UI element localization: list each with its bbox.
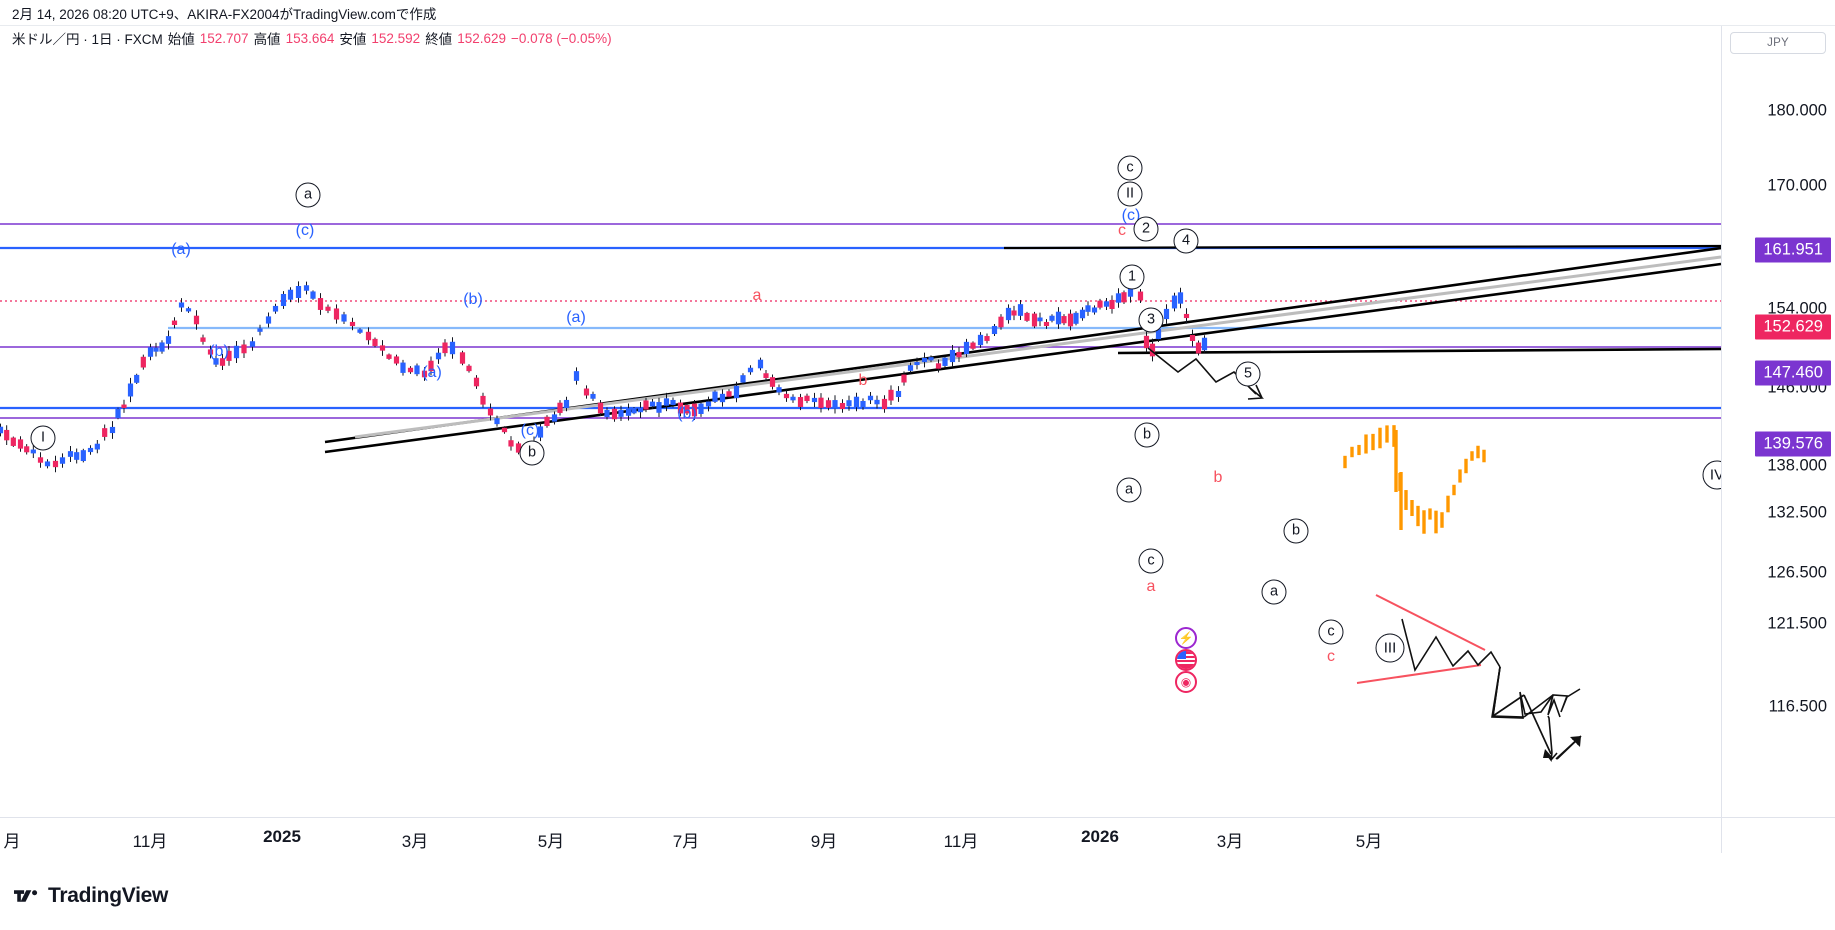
price-tag[interactable]: 147.460 — [1755, 360, 1831, 386]
axis-corner — [1721, 817, 1835, 853]
time-tick: 5月 — [537, 832, 565, 851]
currency-badge[interactable]: JPY — [1730, 32, 1826, 54]
price-axis[interactable]: JPY 180.000 170.000 154.000 146.000 138.000 1… — [1721, 26, 1835, 817]
legend-open-key: 始値 — [167, 32, 195, 47]
tradingview-logo: TradingView — [14, 884, 168, 908]
price-tick: 138.000 — [1767, 456, 1827, 475]
time-tick: 7月 — [672, 832, 700, 851]
legend-low-value: 152.592 — [371, 30, 421, 46]
price-tick: 180.000 — [1767, 101, 1827, 120]
price-tag[interactable]: 161.951 — [1755, 237, 1831, 263]
price-tick: 121.500 — [1767, 614, 1827, 633]
time-tick: 3月 — [401, 832, 429, 851]
attribution-text: 2月 14, 2026 08:20 UTC+9、AKIRA-FX2004がTra… — [12, 6, 437, 22]
price-tick: 126.500 — [1767, 563, 1827, 582]
candlestick-series — [0, 281, 1208, 473]
time-tick: 5月 — [1355, 832, 1383, 851]
legend-close-key: 終値 — [425, 32, 453, 47]
symbol-legend[interactable]: 米ドル／円 · 1日 · FXCM 始値 152.707 高値 153.664 … — [12, 28, 612, 48]
legend-low-key: 安値 — [339, 32, 367, 47]
time-axis[interactable]: 月 11月 2025 3月 5月 7月 9月 11月 2026 3月 5月 — [0, 817, 1721, 853]
projection-bars — [1343, 425, 1486, 534]
legend-symbol[interactable]: 米ドル／円 · 1日 · FXCM — [12, 32, 163, 47]
time-tick: 9月 — [810, 832, 838, 851]
price-tick: 170.000 — [1767, 176, 1827, 195]
time-tick: 3月 — [1216, 832, 1244, 851]
triangle-pattern — [1356, 594, 1486, 684]
forecast-path-triangle — [1401, 618, 1501, 672]
price-tick: 132.500 — [1767, 503, 1827, 522]
tradingview-wordmark: TradingView — [48, 884, 169, 907]
us-flag-icon[interactable] — [1175, 649, 1197, 671]
time-tick: 月 — [3, 832, 21, 851]
trend-lines — [324, 244, 1721, 454]
lightning-bolt-icon[interactable]: ⚡ — [1175, 627, 1197, 649]
legend-high-key: 高値 — [253, 32, 281, 47]
tradingview-mark-icon — [14, 890, 38, 902]
chart-canvas — [0, 223, 1721, 763]
coins-icon[interactable]: ◉ — [1175, 671, 1197, 693]
forecast-path-abc — [1491, 666, 1581, 763]
legend-close-value: 152.629 — [457, 30, 506, 46]
forecast-path-main — [1147, 347, 1265, 400]
time-tick: 2026 — [1081, 827, 1119, 846]
legend-change: −0.078 (−0.05%) — [511, 30, 612, 46]
legend-open-value: 152.707 — [199, 30, 249, 46]
legend-high-value: 153.664 — [285, 30, 335, 46]
time-tick: 11月 — [132, 832, 168, 851]
time-tick: 11月 — [943, 832, 979, 851]
horizontal-levels — [0, 223, 1721, 419]
price-tag[interactable]: 152.629 — [1755, 314, 1831, 340]
attribution-bar: 2月 14, 2026 08:20 UTC+9、AKIRA-FX2004がTra… — [0, 0, 1835, 26]
price-tag[interactable]: 139.576 — [1755, 431, 1831, 457]
forecast-path-abc-clean — [1492, 666, 1582, 760]
price-tick: 116.500 — [1768, 697, 1827, 716]
price-tick: 154.000 — [1767, 299, 1827, 318]
time-tick: 2025 — [263, 827, 301, 846]
